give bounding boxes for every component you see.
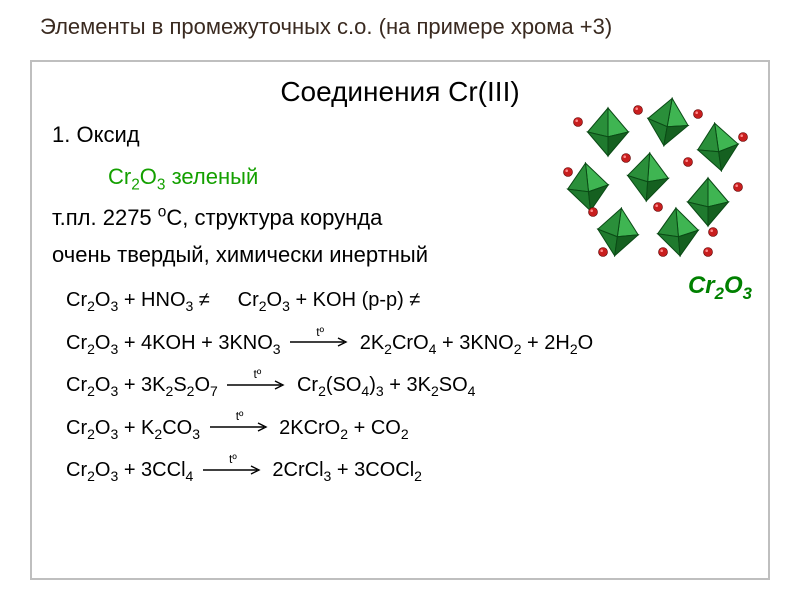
equation-line: Cr2O3 + 3K2S2O7 tº Cr2(SO4)3 + 3K2SO4	[66, 364, 748, 406]
formula-label: Cr2O3	[688, 272, 752, 304]
equation-line: Cr2O3 + 4KOH + 3KNO3 tº 2K2CrO4 + 3KNO2 …	[66, 322, 748, 364]
equation-line: Cr2O3 + K2CO3 tº 2KCrO2 + CO2	[66, 407, 748, 449]
equation-line: Cr2O3 + HNO3 ≠ Cr2O3 + KOH (р-р) ≠	[66, 279, 748, 321]
content-panel: Соединения Cr(III) 1. Оксид Cr2O3 зелены…	[30, 60, 770, 580]
crystal-structure-diagram	[548, 92, 758, 262]
reaction-arrow-icon: tº	[203, 460, 263, 482]
reaction-arrow-icon: tº	[227, 375, 287, 397]
slide-title: Элементы в промежуточных с.о. (на пример…	[40, 14, 780, 40]
equation-line: Cr2O3 + 3CCl4 tº 2CrCl3 + 3COCl2	[66, 449, 748, 491]
equations-block: Cr2O3 + HNO3 ≠ Cr2O3 + KOH (р-р) ≠Cr2O3 …	[66, 279, 748, 491]
reaction-arrow-icon: tº	[210, 417, 270, 439]
slide: Элементы в промежуточных с.о. (на пример…	[0, 0, 800, 600]
structure-svg	[548, 92, 758, 262]
reaction-arrow-icon: tº	[290, 332, 350, 354]
